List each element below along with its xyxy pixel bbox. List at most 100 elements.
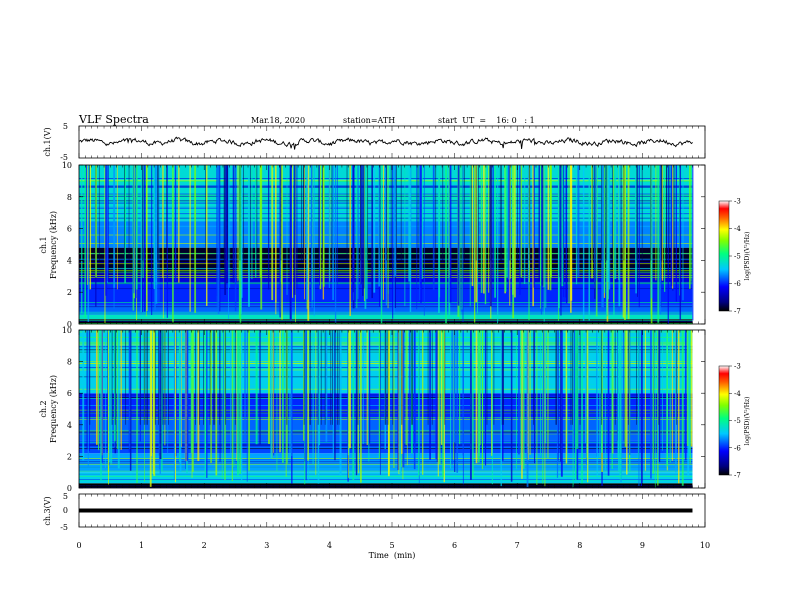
spectrogram-dip: [166, 165, 168, 261]
spectrogram-sferic: [622, 165, 625, 318]
spectrogram-sferic: [159, 330, 162, 460]
spectrogram-sferic: [692, 165, 694, 321]
spectrogram-sferic: [622, 330, 624, 448]
spectrogram-band: [79, 472, 693, 484]
spectrogram-sferic: [312, 165, 314, 301]
spectrogram-streak: [79, 283, 693, 285]
date-label: Mar.18, 2020: [251, 116, 305, 125]
spectrogram-sferic: [255, 330, 258, 445]
spectrogram-sferic: [240, 330, 243, 481]
spectrogram-dip: [386, 165, 387, 261]
spectrogram-sferic: [541, 165, 544, 286]
colorbar-tick-label: -3: [734, 198, 741, 206]
spectrogram-sferic: [512, 165, 514, 304]
spectrogram-sferic: [328, 165, 330, 288]
spectrogram-sferic: [559, 165, 561, 278]
time-tick-label: 7: [515, 541, 520, 550]
spectrogram-dip: [111, 330, 113, 425]
spectrogram-sferic: [366, 165, 368, 299]
spectrogram-sferic: [568, 165, 570, 304]
spectrogram-streak: [79, 462, 693, 464]
spectrogram-sferic: [105, 330, 107, 468]
spectrogram-dip: [142, 165, 144, 261]
spectrogram-sferic: [657, 330, 659, 486]
spectrogram-sferic: [174, 330, 177, 483]
spectrogram-sferic: [601, 165, 604, 308]
spectrogram-sferic: [406, 330, 408, 466]
spectrogram-streak: [79, 282, 693, 284]
time-tick-label: 0: [76, 541, 81, 550]
spectrogram-streak: [79, 458, 693, 460]
colorbar-tick-label: -5: [734, 253, 741, 261]
spectrogram-sferic: [192, 330, 194, 472]
ch1-waveform-line: [78, 136, 693, 150]
spectrogram-sferic: [382, 165, 384, 300]
spectrogram-sferic: [363, 165, 365, 289]
spectrogram-sferic: [459, 165, 461, 320]
spectrogram-dip: [214, 330, 216, 425]
spectrogram-sferic: [393, 165, 395, 314]
spectrogram-dip: [379, 165, 381, 261]
spectrogram-sferic: [136, 330, 138, 484]
spectrogram-sferic: [651, 165, 653, 299]
spectrogram-sferic: [623, 330, 625, 441]
spectrogram-sferic: [239, 330, 242, 474]
spectrogram-sferic: [319, 165, 320, 286]
spectrogram-sferic: [204, 330, 206, 477]
spectrogram-sferic: [221, 330, 223, 480]
time-tick-label: 5: [389, 541, 394, 550]
spectrogram-sferic: [82, 330, 85, 461]
spectrogram-sferic: [671, 330, 673, 461]
time-tick-label: 4: [327, 541, 332, 550]
spectrogram-dip: [676, 330, 678, 425]
spectrogram-sferic: [124, 165, 126, 283]
spectrogram-sferic: [532, 165, 534, 307]
spectrogram-dip: [346, 165, 348, 261]
spectrogram-sferic: [688, 330, 691, 456]
spectrogram-sferic: [416, 165, 418, 310]
spectrogram-sferic: [104, 165, 106, 323]
spectrogram-sferic: [304, 165, 305, 300]
spectrogram-dip: [627, 330, 629, 425]
spectrogram-sferic: [443, 330, 445, 483]
spectrogram-sferic: [484, 330, 487, 466]
colorbar-tick-label: -3: [734, 363, 741, 371]
spectrogram-dip: [223, 165, 225, 261]
spectrogram-dip: [317, 330, 319, 425]
spectrogram-dip: [303, 165, 305, 261]
spectrogram-sferic: [398, 330, 400, 475]
spectrogram-dip: [475, 165, 477, 261]
spectrogram-sferic: [238, 165, 241, 319]
spectrogram-sferic: [437, 330, 439, 477]
spectrogram-dip: [164, 330, 166, 425]
spectrogram-streak: [79, 459, 693, 461]
spectrogram-sferic: [577, 165, 580, 277]
spectrogram-dip: [412, 330, 413, 425]
spectrogram-dip: [303, 330, 305, 425]
ytick-label: 4: [67, 256, 72, 265]
spectrogram-sferic: [135, 165, 138, 290]
spectrogram-dip: [168, 330, 169, 425]
spectrogram-sferic: [603, 165, 606, 294]
spectrogram-sferic: [404, 165, 406, 307]
spectrogram-sferic: [635, 165, 637, 285]
spectrogram-sferic: [143, 165, 146, 312]
spectrogram-sferic: [185, 330, 186, 469]
ch3-ytick-middle: 0: [63, 506, 68, 515]
spectrogram-dip: [444, 330, 446, 425]
start-time-label: start UT = 16: 0 : 1: [438, 116, 535, 125]
spectrogram-sferic: [507, 165, 510, 280]
spectrogram-sferic: [305, 330, 307, 473]
spectrogram-sferic: [561, 165, 564, 287]
spectrogram-sferic: [451, 330, 453, 465]
ytick-label: 6: [67, 225, 72, 234]
spectrogram-sferic: [479, 330, 481, 446]
spectrogram-sferic: [672, 165, 674, 289]
spectrogram-dip: [143, 330, 145, 425]
spectrogram-streak: [79, 479, 693, 481]
spectrogram-sferic: [282, 330, 284, 463]
spectrogram-sferic: [629, 330, 631, 456]
spectrogram-sferic: [279, 165, 281, 318]
spectrogram-sferic: [107, 165, 109, 282]
